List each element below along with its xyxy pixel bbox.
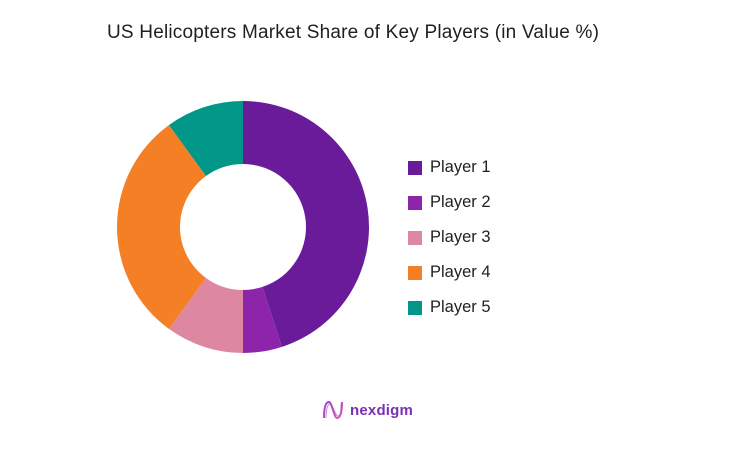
legend-label: Player 3 xyxy=(430,228,491,246)
legend-item-player-4: Player 4 xyxy=(408,255,491,290)
legend-swatch-icon xyxy=(408,300,422,315)
legend-item-player-3: Player 3 xyxy=(408,220,491,255)
legend-label: Player 5 xyxy=(430,298,491,316)
legend-label: Player 1 xyxy=(430,158,491,176)
donut-slice-player-1 xyxy=(243,101,370,347)
legend-swatch-icon xyxy=(408,230,422,245)
donut-slice-player-2 xyxy=(243,286,282,353)
legend-swatch-icon xyxy=(408,160,422,175)
logo-text: nexdigm xyxy=(350,401,414,419)
legend-label: Player 2 xyxy=(430,193,491,211)
donut-slice-player-5 xyxy=(168,101,243,177)
chart-title: US Helicopters Market Share of Key Playe… xyxy=(107,22,600,43)
nexdigm-logo: nexdigm xyxy=(322,400,413,420)
legend-item-player-2: Player 2 xyxy=(408,185,491,220)
donut-slice-player-4 xyxy=(116,125,206,329)
donut-slice-player-3 xyxy=(168,277,243,353)
legend-item-player-5: Player 5 xyxy=(408,290,491,325)
legend-swatch-icon xyxy=(408,265,422,280)
legend-item-player-1: Player 1 xyxy=(408,150,491,185)
nexdigm-wave-icon xyxy=(323,400,343,420)
legend: Player 1 Player 2 Player 3 Player 4 Play… xyxy=(408,150,491,325)
legend-label: Player 4 xyxy=(430,263,491,281)
legend-swatch-icon xyxy=(408,195,422,210)
